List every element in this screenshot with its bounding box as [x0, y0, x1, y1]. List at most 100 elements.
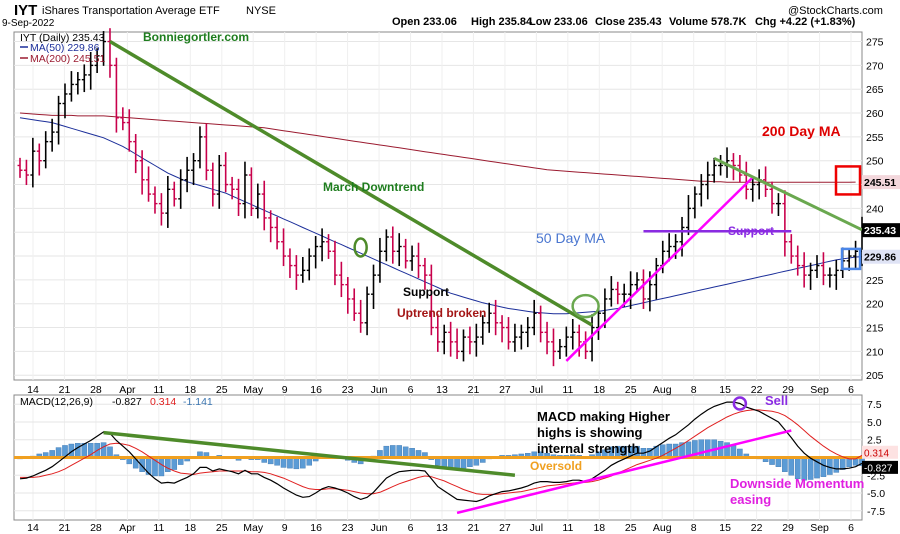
quote-open: Open 233.06 [392, 16, 457, 28]
price-x-tick-label: Apr [119, 384, 136, 396]
price-x-tick-label: Jul [530, 384, 543, 396]
macd-signal-value-tag-bg [862, 445, 898, 459]
price-tick-label: 270 [866, 60, 884, 72]
ohlc-bar [30, 137, 36, 188]
macd-x-tick-label: 14 [27, 522, 39, 534]
price-x-tick-label: 9 [282, 384, 288, 396]
macd-legend-macd: -0.827 [112, 396, 142, 408]
ohlc-bar [628, 271, 634, 309]
ohlc-bar [666, 233, 672, 262]
ohlc-bar [775, 193, 781, 217]
macd-tick-label: -7.5 [867, 506, 885, 518]
ohlc-bar [461, 329, 466, 362]
ohlc-bar [390, 226, 396, 264]
price-tick-label: 260 [866, 108, 884, 120]
ohlc-bar [531, 299, 537, 336]
ohlc-bar [615, 281, 621, 305]
ohlc-bar [679, 216, 685, 257]
macd-histogram-bar [827, 457, 833, 475]
macd-histogram-bar [833, 457, 840, 473]
macd-histogram-bar [300, 457, 306, 469]
price-tick-label: 215 [866, 323, 884, 335]
ohlc-bar [126, 109, 132, 152]
ohlc-bar [210, 162, 216, 207]
ohlc-bar [268, 210, 274, 243]
ohlc-bar [56, 95, 62, 145]
price-x-tick-label: 18 [184, 384, 196, 396]
ohlc-bar [409, 245, 415, 271]
ohlc-bar [300, 257, 306, 283]
support-left-annotation: Support [403, 285, 449, 299]
ohlc-bar [351, 288, 357, 321]
price-x-tick-label: 18 [593, 384, 605, 396]
macd-histogram-bar [460, 457, 467, 469]
macd-legend-hist: -1.141 [183, 396, 213, 408]
price-x-tick-label: Sep [810, 384, 829, 396]
price-x-tick-label: 6 [408, 384, 414, 396]
ma50-annotation: 50 Day MA [536, 230, 606, 246]
price-x-tick-label: 15 [719, 384, 731, 396]
uptrend-broken-annotation: Uptrend broken [397, 306, 486, 320]
macd-histogram-bar [820, 457, 827, 477]
ohlc-bar [184, 156, 190, 193]
macd-tick-label: 5.0 [867, 417, 882, 429]
macd-histogram-bar [704, 439, 711, 458]
ohlc-bar [364, 286, 370, 336]
price-tick-label: 275 [866, 37, 884, 49]
ohlc-bar [846, 248, 852, 271]
green-circle-july [571, 293, 600, 319]
macd-signal-value-tag: 0.314 [864, 448, 889, 459]
ohlc-bar [557, 339, 563, 360]
ohlc-bar [827, 267, 833, 288]
macd-x-tick-label: 8 [691, 522, 697, 534]
macd-x-tick-label: Apr [119, 522, 136, 534]
ohlc-bar [428, 264, 434, 336]
macd-histogram-bar [698, 439, 705, 458]
price-x-tick-label: 21 [468, 384, 480, 396]
ohlc-bar [480, 315, 486, 345]
ticker-symbol: IYT [14, 2, 38, 19]
ohlc-bar [36, 143, 42, 176]
macd-x-tick-label: 11 [562, 522, 573, 534]
price-x-tick-label: 28 [90, 384, 102, 396]
sell-circle [732, 396, 748, 411]
ohlc-bar [698, 174, 704, 207]
ohlc-bar [197, 126, 203, 169]
support-right-annotation: Support [728, 224, 774, 238]
quote-low: Low 233.06 [529, 16, 588, 28]
macd-histogram-bar [390, 445, 396, 458]
ohlc-bar [833, 259, 839, 290]
price-x-tick-label: 6 [848, 384, 854, 396]
macd-value-tag: -0.827 [864, 463, 893, 474]
macd-histogram-bar [171, 457, 178, 470]
macd-uptrend-line [456, 429, 792, 515]
price-tick-label: 225 [866, 275, 884, 287]
ohlc-bar [120, 107, 126, 131]
ohlc-bar [518, 324, 524, 350]
uptrend-line [565, 176, 754, 362]
ohlc-bar [242, 161, 248, 219]
price-x-tick-label: 27 [499, 384, 511, 396]
ohlc-bar [512, 323, 518, 352]
macd-x-tick-label: Jul [530, 522, 543, 534]
ohlc-bar [814, 255, 820, 278]
macd-histogram-bar [788, 457, 795, 476]
price-x-tick-label: 13 [436, 384, 448, 396]
march-downtrend-annotation: March Downtrend [323, 180, 424, 194]
macd-histogram-bar [107, 446, 113, 458]
macd-line [19, 401, 863, 503]
ohlc-bar [692, 186, 698, 219]
price-legend-series: IYT (Daily) 235.43 [20, 32, 105, 44]
ohlc-bar [313, 236, 319, 269]
ohlc-bar [576, 324, 582, 357]
ohlc-bar [191, 153, 197, 186]
macd-x-tick-label: 22 [751, 522, 763, 534]
ma200-value-tag: 245.51 [864, 177, 896, 189]
ohlc-bar [68, 71, 74, 102]
last-price-tag: 235.43 [864, 225, 896, 237]
watermark-text: Bonniegortler.com [143, 30, 249, 44]
ohlc-bar [165, 175, 171, 228]
price-tick-label: 255 [866, 132, 884, 144]
ohlc-bar [113, 57, 119, 133]
